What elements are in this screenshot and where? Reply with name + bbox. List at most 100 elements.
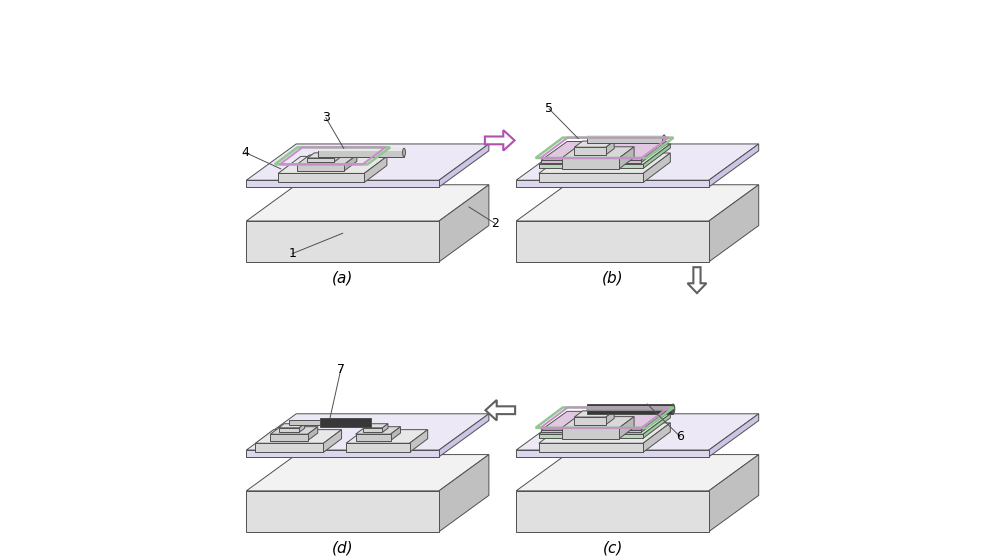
Polygon shape (308, 427, 318, 441)
Polygon shape (346, 443, 410, 452)
Polygon shape (709, 144, 759, 187)
Text: 6: 6 (676, 430, 684, 443)
Polygon shape (516, 221, 709, 262)
Polygon shape (539, 173, 643, 183)
Polygon shape (541, 411, 667, 430)
Polygon shape (346, 429, 428, 443)
Polygon shape (539, 144, 670, 164)
Polygon shape (587, 404, 673, 413)
Polygon shape (334, 153, 340, 163)
Polygon shape (541, 430, 641, 432)
Text: 7: 7 (337, 363, 345, 377)
Polygon shape (606, 141, 614, 155)
Polygon shape (297, 164, 344, 170)
Polygon shape (439, 414, 489, 457)
Polygon shape (539, 423, 670, 443)
Text: (d): (d) (332, 540, 354, 555)
Polygon shape (641, 141, 667, 163)
Polygon shape (539, 434, 643, 438)
Polygon shape (279, 428, 299, 432)
Polygon shape (439, 455, 489, 531)
Polygon shape (541, 141, 667, 160)
Polygon shape (410, 429, 428, 452)
Polygon shape (363, 428, 382, 432)
Polygon shape (323, 429, 342, 452)
Polygon shape (356, 434, 391, 441)
Polygon shape (516, 144, 759, 180)
Polygon shape (688, 267, 706, 293)
Polygon shape (270, 434, 308, 441)
Polygon shape (709, 185, 759, 262)
Polygon shape (307, 158, 334, 163)
Polygon shape (279, 424, 305, 428)
Polygon shape (587, 135, 664, 138)
Text: 4: 4 (242, 146, 250, 159)
Polygon shape (562, 428, 619, 438)
Polygon shape (539, 414, 670, 434)
Polygon shape (562, 147, 634, 158)
Polygon shape (255, 443, 323, 452)
Polygon shape (246, 450, 439, 457)
Polygon shape (278, 157, 387, 173)
Text: (c): (c) (602, 540, 623, 555)
Polygon shape (344, 155, 357, 170)
Polygon shape (363, 424, 388, 428)
Polygon shape (619, 417, 634, 438)
Polygon shape (606, 411, 614, 424)
Polygon shape (364, 157, 387, 183)
Polygon shape (539, 164, 643, 168)
Polygon shape (439, 185, 489, 262)
Polygon shape (574, 141, 614, 147)
Polygon shape (270, 427, 318, 434)
Polygon shape (320, 418, 371, 427)
Polygon shape (278, 173, 364, 183)
Polygon shape (255, 429, 342, 443)
Polygon shape (516, 450, 709, 457)
Polygon shape (516, 185, 759, 221)
Polygon shape (246, 491, 439, 531)
Ellipse shape (403, 148, 405, 157)
Text: (b): (b) (602, 271, 623, 286)
Polygon shape (246, 414, 489, 450)
Polygon shape (318, 148, 404, 151)
Polygon shape (574, 417, 606, 424)
Polygon shape (643, 414, 670, 438)
Polygon shape (709, 455, 759, 531)
Polygon shape (643, 153, 670, 183)
Polygon shape (485, 130, 515, 150)
Polygon shape (289, 420, 320, 425)
Polygon shape (643, 144, 670, 168)
Polygon shape (318, 148, 404, 157)
Polygon shape (516, 180, 709, 187)
Polygon shape (382, 424, 388, 432)
Text: 3: 3 (322, 111, 330, 124)
Polygon shape (643, 423, 670, 452)
Text: 5: 5 (545, 102, 553, 115)
Polygon shape (439, 144, 489, 187)
Polygon shape (516, 491, 709, 531)
Text: (a): (a) (332, 271, 353, 286)
Ellipse shape (671, 404, 675, 413)
Polygon shape (246, 144, 489, 180)
Polygon shape (297, 155, 357, 164)
Polygon shape (562, 158, 619, 169)
Polygon shape (587, 135, 664, 143)
Text: 2: 2 (491, 217, 499, 229)
Polygon shape (539, 443, 643, 452)
Polygon shape (574, 411, 614, 417)
Polygon shape (391, 427, 400, 441)
Polygon shape (246, 185, 489, 221)
Polygon shape (307, 153, 340, 158)
Polygon shape (641, 411, 667, 432)
Polygon shape (516, 414, 759, 450)
Polygon shape (574, 147, 606, 155)
Polygon shape (246, 221, 439, 262)
Polygon shape (299, 424, 305, 432)
Polygon shape (619, 147, 634, 169)
Polygon shape (485, 400, 515, 421)
Polygon shape (246, 180, 439, 187)
Polygon shape (356, 427, 400, 434)
Polygon shape (587, 407, 673, 411)
Polygon shape (539, 153, 670, 173)
Ellipse shape (663, 135, 666, 143)
